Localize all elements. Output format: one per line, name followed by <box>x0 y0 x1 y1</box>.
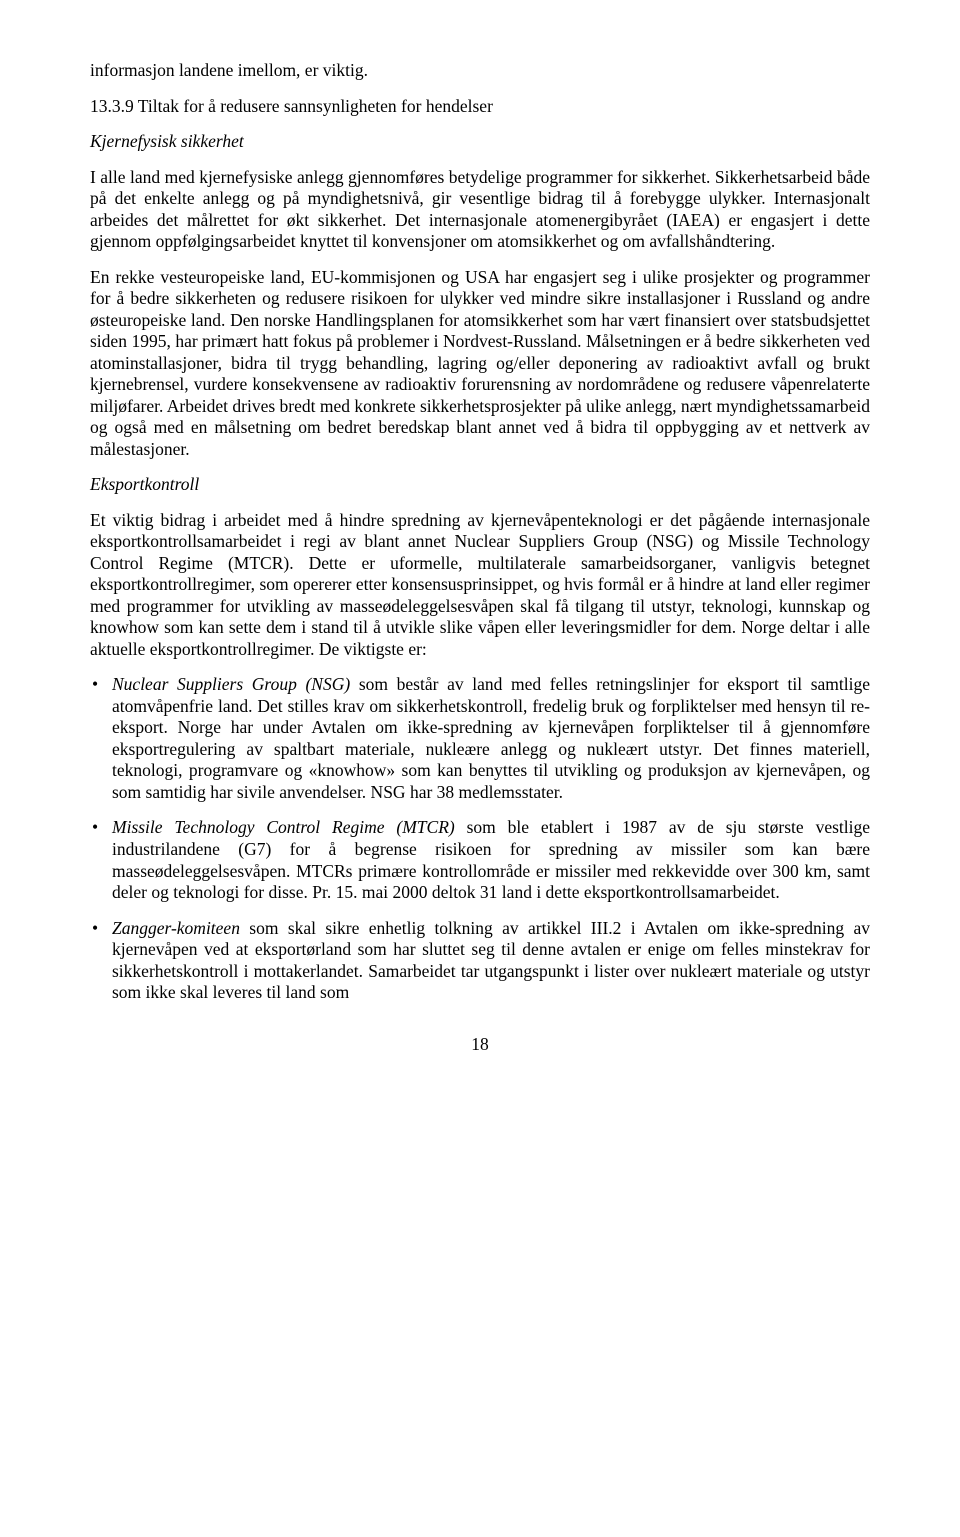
subheading-kjernefysisk: Kjernefysisk sikkerhet <box>90 131 870 153</box>
paragraph-k2: En rekke vesteuropeiske land, EU-kommisj… <box>90 267 870 461</box>
subheading-eksportkontroll: Eksportkontroll <box>90 474 870 496</box>
page-number: 18 <box>90 1034 870 1056</box>
list-item: • Missile Technology Control Regime (MTC… <box>90 817 870 903</box>
list-item: • Zangger-komiteen som skal sikre enhetl… <box>90 918 870 1004</box>
bullet-icon: • <box>92 817 98 839</box>
list-item-lead: Missile Technology Control Regime (MTCR) <box>112 817 455 837</box>
paragraph-e1: Et viktig bidrag i arbeidet med å hindre… <box>90 510 870 661</box>
list-item-lead: Zangger-komiteen <box>112 918 240 938</box>
paragraph-top: informasjon landene imellom, er viktig. <box>90 60 870 82</box>
document-page: informasjon landene imellom, er viktig. … <box>0 0 960 1095</box>
section-heading-13-3-9: 13.3.9 Tiltak for å redusere sannsynligh… <box>90 96 870 118</box>
list-item: • Nuclear Suppliers Group (NSG) som best… <box>90 674 870 803</box>
bullet-icon: • <box>92 918 98 940</box>
paragraph-k1: I alle land med kjernefysiske anlegg gje… <box>90 167 870 253</box>
bullet-icon: • <box>92 674 98 696</box>
bullet-list: • Nuclear Suppliers Group (NSG) som best… <box>90 674 870 1003</box>
list-item-lead: Nuclear Suppliers Group (NSG) <box>112 674 350 694</box>
